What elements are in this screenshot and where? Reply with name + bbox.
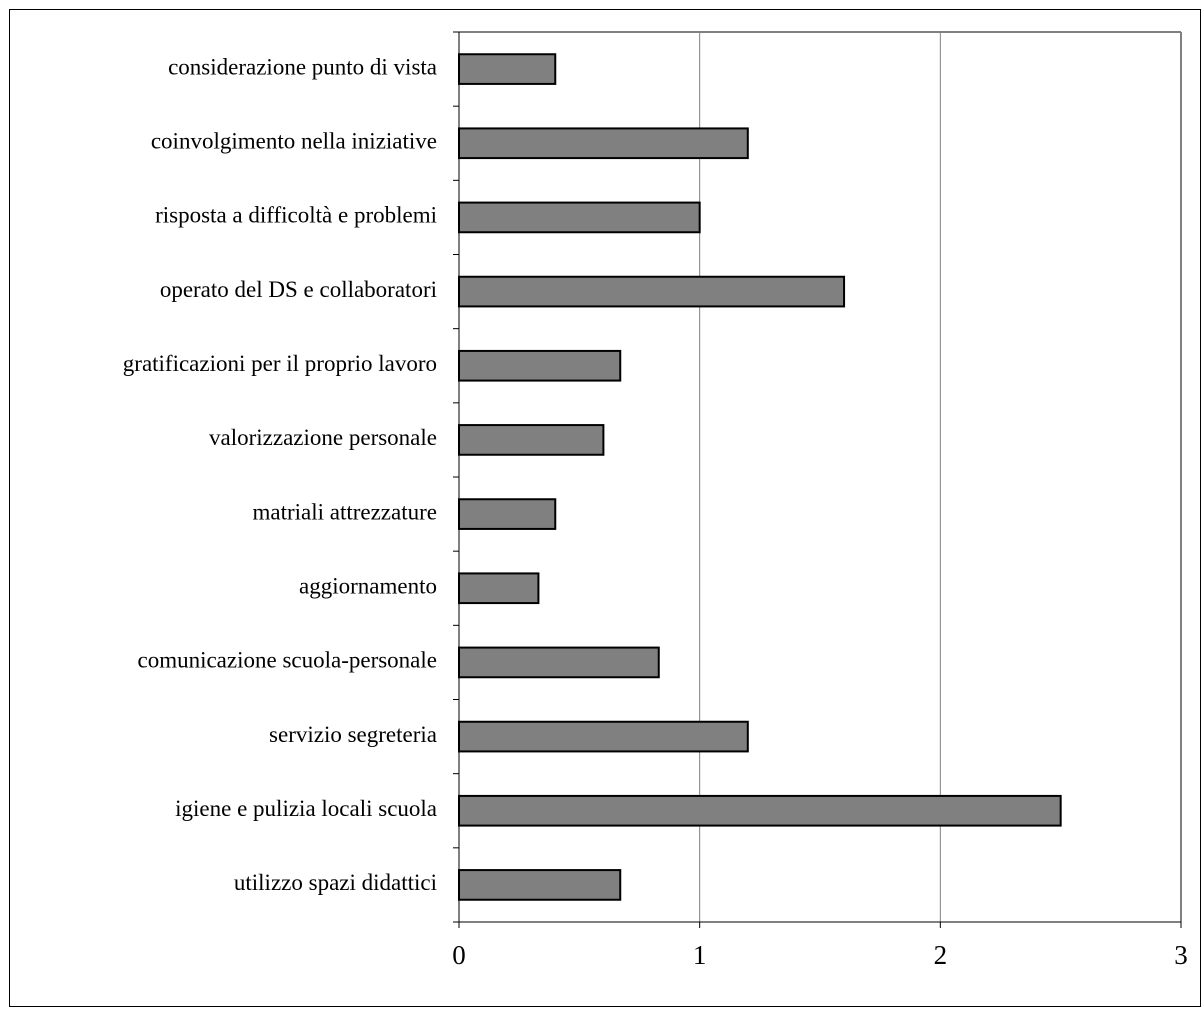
- category-label-11: igiene e pulizia locali scuola: [175, 796, 437, 821]
- category-label-1: considerazione punto di vista: [168, 54, 437, 79]
- axes: [453, 31, 1182, 928]
- category-label-8: aggiornamento: [299, 574, 437, 599]
- x-tick-label-1: 1: [693, 940, 707, 970]
- bar-9: [458, 646, 660, 679]
- bars: [458, 53, 1062, 901]
- bar-1: [458, 53, 557, 85]
- bar-5: [458, 349, 622, 382]
- category-label-7: matriali attrezzature: [252, 499, 437, 524]
- bar-7: [458, 498, 557, 530]
- bar-8: [458, 572, 540, 605]
- category-label-6: valorizzazione personale: [209, 425, 437, 450]
- chart-frame: [9, 9, 1201, 1007]
- x-tick-label-2: 2: [934, 940, 948, 970]
- x-tick-label-3: 3: [1174, 940, 1188, 970]
- bar-6: [458, 424, 605, 456]
- category-labels: considerazione punto di vista coinvolgime…: [123, 54, 437, 895]
- category-label-3: risposta a difficoltà e problemi: [155, 203, 437, 228]
- bar-12: [458, 869, 622, 901]
- category-label-10: servizio segreteria: [269, 722, 437, 747]
- gridlines: [699, 32, 941, 922]
- bar-3: [458, 201, 701, 234]
- category-label-5: gratificazioni per il proprio lavoro: [123, 351, 437, 376]
- category-label-4: operato del DS e collaboratori: [160, 277, 437, 302]
- x-tick-label-0: 0: [452, 940, 466, 970]
- category-label-9: comunicazione scuola-personale: [137, 648, 437, 673]
- bar-4: [458, 275, 846, 308]
- bar-11: [458, 794, 1062, 827]
- category-label-12: utilizzo spazi didattici: [234, 870, 437, 895]
- category-label-2: coinvolgimento nella iniziative: [151, 129, 437, 154]
- bar-10: [458, 720, 749, 753]
- tick-labels: 0 1 2 3: [452, 940, 1188, 970]
- bar-2: [458, 127, 749, 160]
